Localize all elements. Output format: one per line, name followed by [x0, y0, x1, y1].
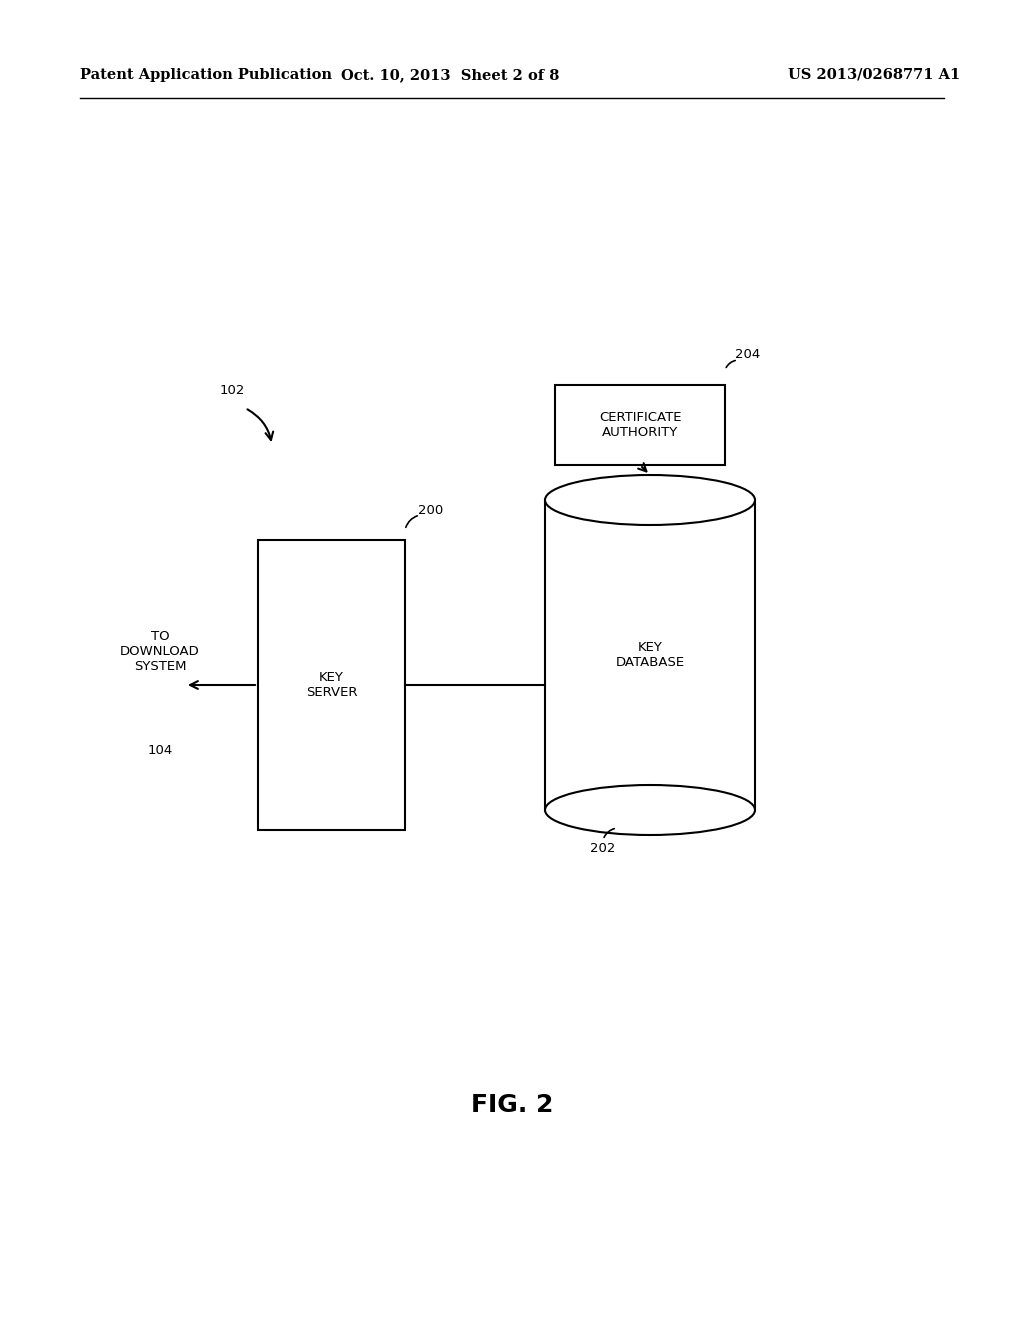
- Text: CERTIFICATE
AUTHORITY: CERTIFICATE AUTHORITY: [599, 411, 681, 440]
- Text: US 2013/0268771 A1: US 2013/0268771 A1: [787, 69, 961, 82]
- Text: 202: 202: [590, 842, 615, 854]
- Text: KEY
DATABASE: KEY DATABASE: [615, 642, 685, 669]
- Bar: [555, 385, 725, 465]
- Text: 102: 102: [220, 384, 246, 396]
- Text: FIG. 2: FIG. 2: [471, 1093, 553, 1117]
- Text: Oct. 10, 2013  Sheet 2 of 8: Oct. 10, 2013 Sheet 2 of 8: [341, 69, 559, 82]
- Bar: [545, 500, 755, 810]
- Text: 204: 204: [735, 348, 760, 362]
- Text: Patent Application Publication: Patent Application Publication: [80, 69, 332, 82]
- Text: 200: 200: [418, 503, 443, 516]
- Text: 104: 104: [147, 743, 173, 756]
- Bar: [258, 540, 406, 830]
- Text: TO
DOWNLOAD
SYSTEM: TO DOWNLOAD SYSTEM: [120, 630, 200, 673]
- Text: KEY
SERVER: KEY SERVER: [306, 671, 357, 700]
- Ellipse shape: [545, 475, 755, 525]
